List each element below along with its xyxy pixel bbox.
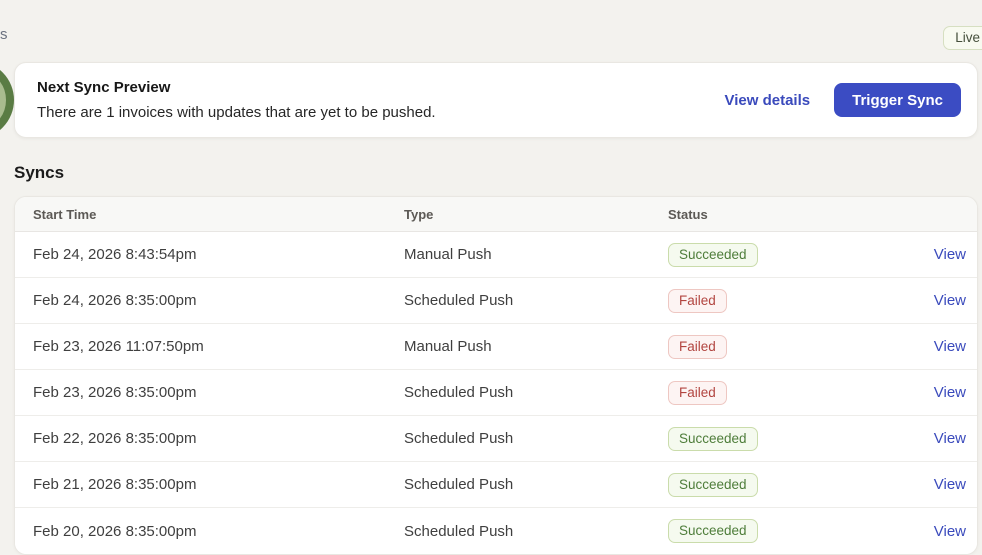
view-cell: View	[934, 246, 966, 263]
status-cell: Succeeded	[668, 242, 934, 267]
table-row: Feb 21, 2026 8:35:00pm Scheduled Push Succ…	[15, 462, 977, 508]
view-link[interactable]: View	[933, 384, 966, 401]
view-link[interactable]: View	[933, 476, 966, 493]
status-badge: Succeeded	[668, 519, 758, 543]
type-cell: Scheduled Push	[404, 384, 514, 401]
syncs-table: Start Time Type Status Feb 24, 2026 8:43…	[14, 196, 978, 555]
table-row: Feb 22, 2026 8:35:00pm Scheduled Push Succ…	[15, 416, 977, 462]
type-cell: Scheduled Push	[404, 522, 514, 540]
syncs-heading: Syncs	[14, 163, 65, 182]
view-cell: View	[934, 476, 966, 493]
status-cell: Succeeded	[668, 472, 934, 497]
start-time-cell: Feb 23, 2026 11:07:50pm	[33, 338, 204, 355]
type-cell: Scheduled Push	[404, 292, 514, 309]
live-status-badge: Live	[943, 26, 982, 50]
start-time-cell: Feb 24, 2026 8:43:54pm	[33, 246, 197, 263]
view-cell: View	[934, 292, 966, 309]
column-header-status: Status	[668, 206, 708, 222]
start-time-cell: Feb 20, 2026 8:35:00pm	[33, 522, 197, 540]
column-header-start-time: Start Time	[33, 206, 97, 222]
status-cell: Succeeded	[668, 426, 934, 451]
card-actions: View details Trigger Sync	[725, 83, 961, 117]
view-link[interactable]: View	[933, 430, 966, 447]
view-details-link[interactable]: View details	[724, 91, 811, 109]
status-badge: Failed	[668, 334, 727, 359]
view-link[interactable]: View	[933, 522, 966, 540]
start-time-cell: Feb 21, 2026 8:35:00pm	[33, 476, 197, 493]
status-cell: Succeeded	[668, 519, 934, 543]
type-cell: Scheduled Push	[404, 430, 514, 447]
status-cell: Failed	[668, 380, 934, 405]
type-cell: Scheduled Push	[404, 476, 514, 493]
clipped-text-fragment: s	[0, 26, 8, 43]
view-link[interactable]: View	[933, 338, 966, 355]
table-row: Feb 23, 2026 8:35:00pm Scheduled Push Fail…	[15, 370, 977, 416]
table-row: Feb 20, 2026 8:35:00pm Scheduled Push Succ…	[15, 508, 977, 554]
card-title: Next Sync Preview	[37, 79, 171, 96]
status-cell: Failed	[668, 288, 934, 313]
table-row: Feb 24, 2026 8:43:54pm Manual Push Succeed…	[15, 232, 977, 278]
status-cell: Failed	[668, 334, 934, 359]
start-time-cell: Feb 23, 2026 8:35:00pm	[33, 384, 197, 401]
next-sync-preview-text: Next Sync Preview There are 1 invoices w…	[37, 79, 436, 121]
type-cell: Manual Push	[404, 246, 492, 263]
view-cell: View	[934, 338, 966, 355]
table-row: Feb 23, 2026 11:07:50pm Manual Push Failed…	[15, 324, 977, 370]
start-time-cell: Feb 24, 2026 8:35:00pm	[33, 292, 197, 309]
brand-circle-icon	[0, 61, 14, 139]
status-badge: Succeeded	[668, 472, 758, 497]
trigger-sync-button[interactable]: Trigger Sync	[834, 83, 961, 117]
status-badge: Succeeded	[668, 242, 758, 267]
view-cell: View	[934, 523, 966, 540]
view-cell: View	[934, 384, 966, 401]
status-badge: Succeeded	[668, 426, 758, 451]
start-time-cell: Feb 22, 2026 8:35:00pm	[33, 430, 197, 447]
status-badge: Failed	[668, 380, 727, 405]
next-sync-preview-card: Next Sync Preview There are 1 invoices w…	[14, 62, 978, 138]
status-badge: Failed	[668, 288, 727, 313]
type-cell: Manual Push	[404, 338, 492, 355]
table-header-row: Start Time Type Status	[15, 197, 977, 232]
card-message: There are 1 invoices with updates that a…	[37, 104, 436, 121]
view-link[interactable]: View	[933, 292, 966, 309]
view-link[interactable]: View	[933, 246, 966, 263]
table-row: Feb 24, 2026 8:35:00pm Scheduled Push Fail…	[15, 278, 977, 324]
view-cell: View	[934, 430, 966, 447]
column-header-type: Type	[404, 206, 434, 222]
table-body: Feb 24, 2026 8:43:54pm Manual Push Succeed…	[15, 232, 977, 554]
